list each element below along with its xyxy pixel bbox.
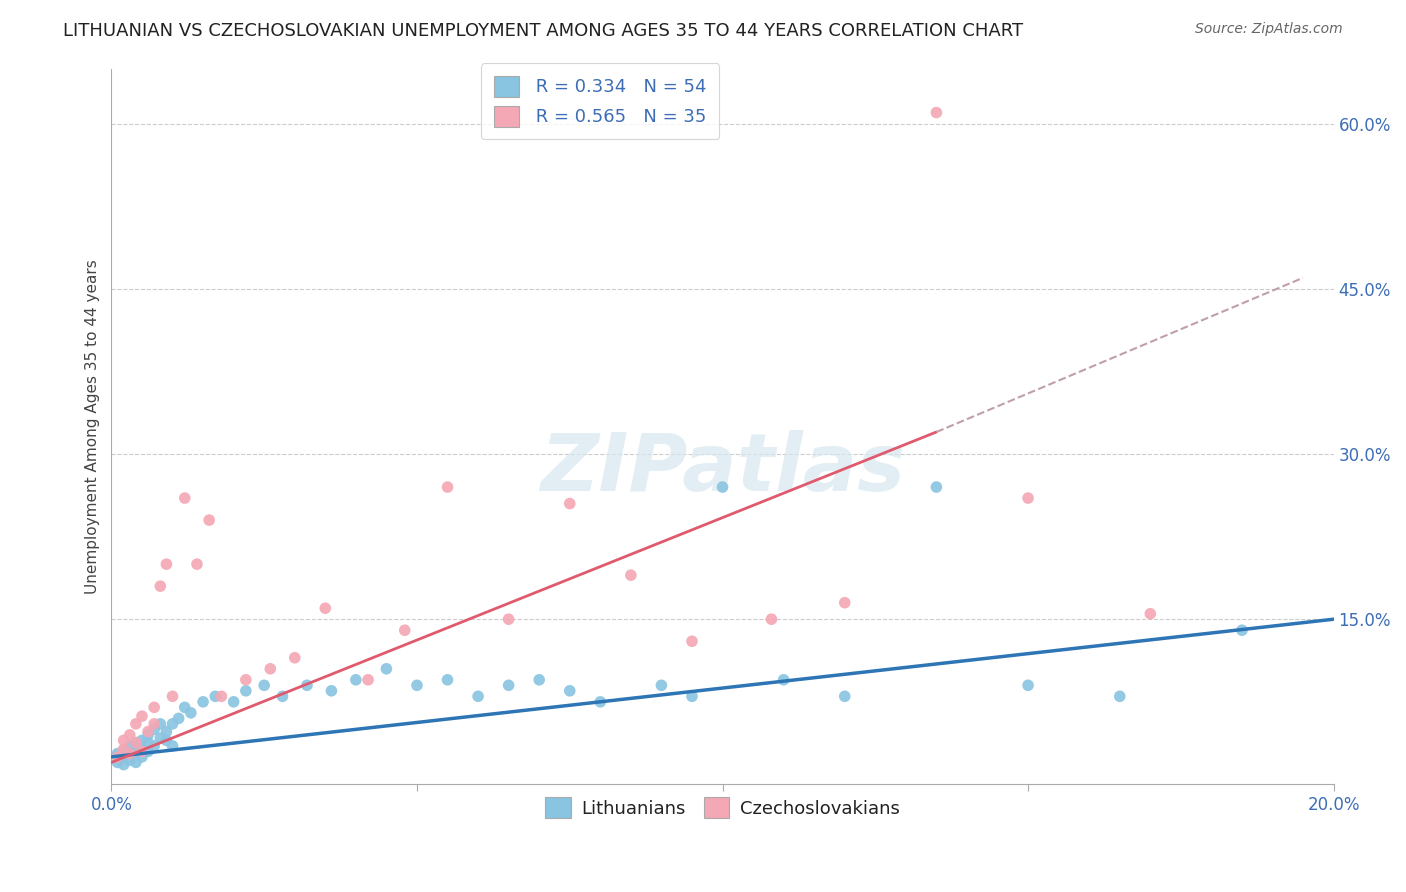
Point bbox=[198, 513, 221, 527]
Point bbox=[112, 757, 135, 772]
Legend: Lithuanians, Czechoslovakians: Lithuanians, Czechoslovakians bbox=[538, 790, 907, 825]
Point bbox=[204, 690, 226, 704]
Point bbox=[125, 735, 148, 749]
Point bbox=[131, 750, 153, 764]
Point bbox=[149, 716, 172, 731]
Point bbox=[136, 744, 159, 758]
Point bbox=[118, 728, 141, 742]
Point bbox=[131, 742, 153, 756]
Point bbox=[155, 724, 177, 739]
Point bbox=[681, 634, 703, 648]
Point bbox=[235, 673, 257, 687]
Point bbox=[1017, 678, 1039, 692]
Point bbox=[143, 739, 166, 753]
Point bbox=[284, 650, 307, 665]
Point bbox=[155, 733, 177, 747]
Point bbox=[162, 716, 184, 731]
Point bbox=[209, 690, 232, 704]
Text: Source: ZipAtlas.com: Source: ZipAtlas.com bbox=[1195, 22, 1343, 37]
Point bbox=[125, 756, 148, 770]
Point bbox=[125, 744, 148, 758]
Point bbox=[162, 739, 184, 753]
Point bbox=[136, 724, 159, 739]
Point bbox=[112, 744, 135, 758]
Point bbox=[143, 723, 166, 737]
Point bbox=[436, 673, 458, 687]
Point bbox=[107, 747, 129, 761]
Text: LITHUANIAN VS CZECHOSLOVAKIAN UNEMPLOYMENT AMONG AGES 35 TO 44 YEARS CORRELATION: LITHUANIAN VS CZECHOSLOVAKIAN UNEMPLOYME… bbox=[63, 22, 1024, 40]
Point bbox=[711, 480, 734, 494]
Point bbox=[406, 678, 429, 692]
Point bbox=[375, 662, 398, 676]
Point bbox=[222, 695, 245, 709]
Point bbox=[1017, 491, 1039, 505]
Point bbox=[394, 624, 416, 638]
Point bbox=[321, 683, 343, 698]
Point bbox=[112, 750, 135, 764]
Point bbox=[143, 716, 166, 731]
Point bbox=[118, 739, 141, 753]
Point bbox=[167, 711, 190, 725]
Point bbox=[191, 695, 214, 709]
Point bbox=[761, 612, 783, 626]
Point bbox=[235, 683, 257, 698]
Point bbox=[118, 747, 141, 761]
Point bbox=[149, 731, 172, 746]
Point bbox=[112, 742, 135, 756]
Point bbox=[314, 601, 336, 615]
Point bbox=[295, 678, 318, 692]
Point bbox=[925, 480, 948, 494]
Point bbox=[558, 683, 581, 698]
Text: ZIPatlas: ZIPatlas bbox=[540, 431, 905, 508]
Point bbox=[253, 678, 276, 692]
Point bbox=[118, 753, 141, 767]
Point bbox=[436, 480, 458, 494]
Point bbox=[136, 735, 159, 749]
Point bbox=[162, 690, 184, 704]
Point bbox=[1230, 624, 1253, 638]
Point bbox=[1108, 690, 1130, 704]
Point bbox=[112, 733, 135, 747]
Point bbox=[498, 678, 520, 692]
Point bbox=[467, 690, 489, 704]
Point bbox=[558, 497, 581, 511]
Point bbox=[925, 105, 948, 120]
Point bbox=[1139, 607, 1161, 621]
Point bbox=[498, 612, 520, 626]
Point bbox=[834, 690, 856, 704]
Point bbox=[344, 673, 367, 687]
Point bbox=[589, 695, 612, 709]
Point bbox=[125, 735, 148, 749]
Point bbox=[650, 678, 672, 692]
Point bbox=[173, 491, 195, 505]
Point bbox=[125, 716, 148, 731]
Point bbox=[131, 709, 153, 723]
Point bbox=[620, 568, 643, 582]
Point bbox=[107, 750, 129, 764]
Point bbox=[357, 673, 380, 687]
Point bbox=[772, 673, 794, 687]
Y-axis label: Unemployment Among Ages 35 to 44 years: Unemployment Among Ages 35 to 44 years bbox=[86, 259, 100, 594]
Point bbox=[131, 733, 153, 747]
Point bbox=[527, 673, 550, 687]
Point bbox=[173, 700, 195, 714]
Point bbox=[180, 706, 202, 720]
Point bbox=[271, 690, 294, 704]
Point bbox=[131, 744, 153, 758]
Point bbox=[259, 662, 281, 676]
Point bbox=[149, 579, 172, 593]
Point bbox=[155, 557, 177, 571]
Point bbox=[681, 690, 703, 704]
Point bbox=[107, 756, 129, 770]
Point bbox=[186, 557, 208, 571]
Point bbox=[143, 700, 166, 714]
Point bbox=[834, 596, 856, 610]
Point bbox=[118, 747, 141, 761]
Point bbox=[136, 728, 159, 742]
